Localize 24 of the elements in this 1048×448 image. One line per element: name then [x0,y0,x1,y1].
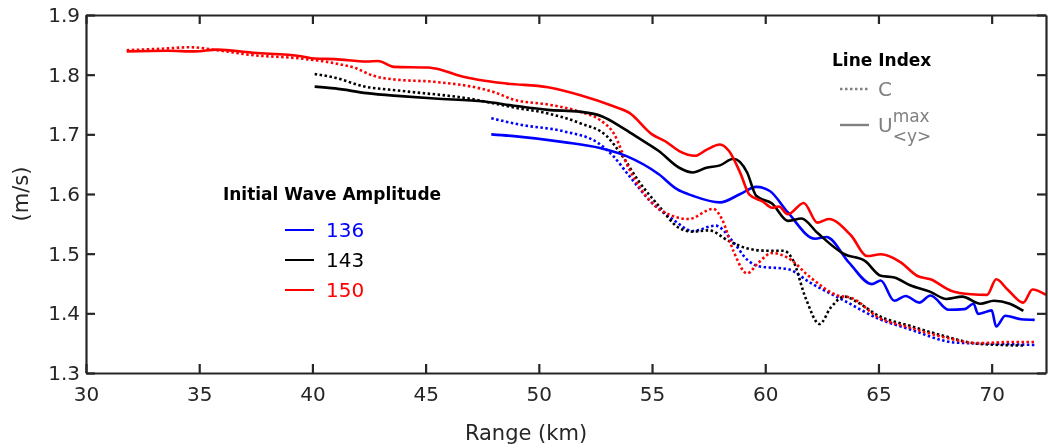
legend-title: Initial Wave Amplitude [222,184,442,204]
x-tick-label: 50 [526,382,553,407]
y-tick-label: 1.9 [48,2,80,27]
annotation: C [878,77,892,101]
x-tick-label: 35 [186,382,213,407]
legend-label: 143 [326,248,365,272]
legend-label: 136 [326,218,365,242]
x-tick-label: 45 [413,382,439,407]
x-tick-label: 70 [979,382,1005,407]
x-tick-label: 30 [73,382,100,407]
annotation: Line Index [832,50,932,70]
x-axis-title: Range (km) [464,421,588,445]
x-tick-label: 65 [866,382,892,407]
y-tick-label: 1.5 [48,241,80,266]
y-tick-label: 1.8 [48,62,80,87]
y-axis-title: (m/s) [9,166,33,222]
y-tick-label: 1.3 [48,360,80,385]
legend-label: 150 [326,278,365,302]
x-tick-label: 60 [753,382,779,407]
y-tick-label: 1.6 [48,181,80,206]
y-tick-label: 1.7 [48,122,80,147]
y-tick-label: 1.4 [48,301,80,326]
x-tick-label: 40 [300,382,326,407]
x-tick-label: 55 [639,382,666,407]
